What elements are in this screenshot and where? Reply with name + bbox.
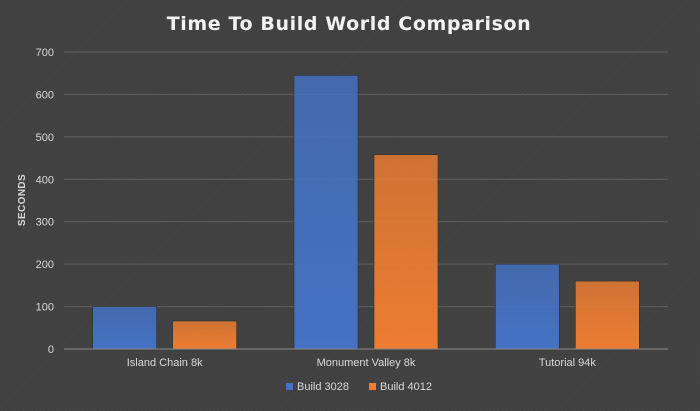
y-tick-label: 300 [36,217,54,229]
gridlines [64,51,668,308]
y-tick-label: 500 [36,132,54,144]
y-tick-label: 700 [36,47,54,59]
bar-series-2 [575,280,640,350]
bars [92,75,640,350]
x-tick-label: Island Chain 8k [127,357,203,369]
x-tick-label: Tutorial 94k [539,357,597,369]
bar-series-1 [293,75,359,350]
bar-series-1 [92,306,157,350]
y-tick-label: 200 [36,259,54,271]
y-tick-label: 0 [48,344,54,356]
legend: Build 3028 Build 4012 [286,381,432,393]
x-tick-label: Monument Valley 8k [317,357,416,369]
legend-swatch [286,383,293,390]
y-tick-label: 400 [36,174,54,186]
x-axis-ticks: Island Chain 8k Monument Valley 8k Tutoria… [127,357,597,369]
y-axis-label: SECONDS [17,174,28,226]
y-tick-label: 100 [36,302,54,314]
y-tick-label: 600 [36,89,54,101]
legend-label: Build 4012 [380,381,432,393]
bar-series-2 [373,154,439,350]
y-axis-ticks: 0 100 200 300 400 500 600 700 [36,47,54,356]
legend-label: Build 3028 [297,381,349,393]
legend-swatch [369,383,376,390]
bar-series-2 [172,320,237,350]
chart-title: Time To Build World Comparison [167,13,532,35]
bar-series-1 [495,263,560,350]
